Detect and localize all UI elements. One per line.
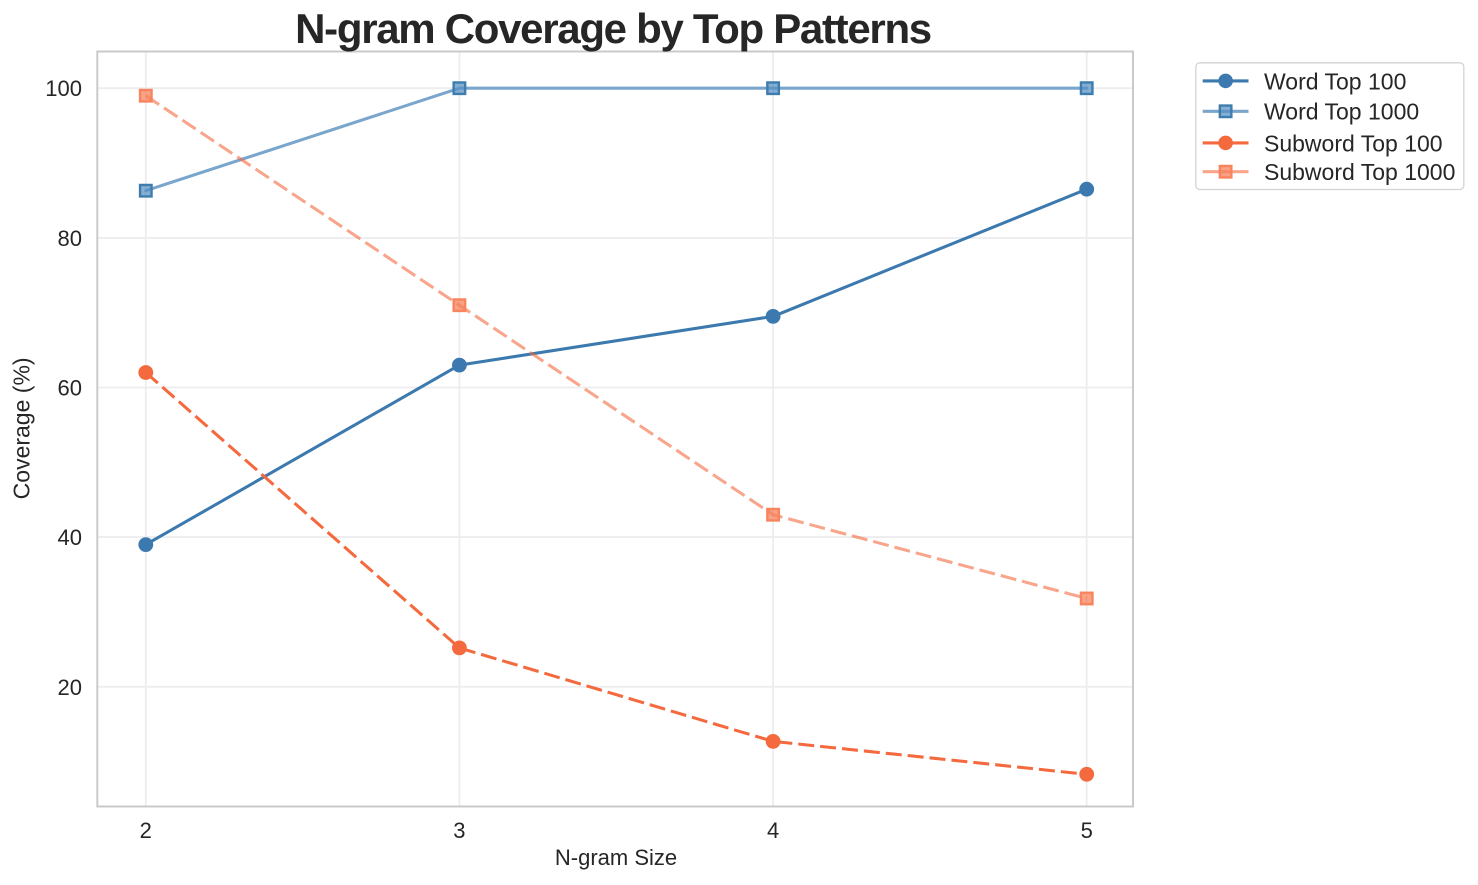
- svg-text:4: 4: [767, 818, 779, 843]
- svg-text:100: 100: [45, 76, 82, 101]
- svg-text:Subword Top 100: Subword Top 100: [1264, 130, 1443, 156]
- svg-text:20: 20: [58, 675, 82, 700]
- svg-text:80: 80: [58, 226, 82, 251]
- svg-text:3: 3: [453, 818, 465, 843]
- svg-text:40: 40: [58, 525, 82, 550]
- svg-text:Word Top 100: Word Top 100: [1264, 68, 1406, 94]
- svg-text:Word Top 1000: Word Top 1000: [1264, 99, 1419, 125]
- svg-text:2: 2: [140, 818, 152, 843]
- svg-text:5: 5: [1081, 818, 1093, 843]
- svg-text:60: 60: [58, 376, 82, 401]
- svg-text:Subword Top 1000: Subword Top 1000: [1264, 159, 1455, 185]
- svg-text:Coverage (%): Coverage (%): [9, 357, 35, 499]
- svg-text:N-gram Coverage by Top Pattern: N-gram Coverage by Top Patterns: [295, 5, 931, 52]
- svg-text:N-gram Size: N-gram Size: [555, 845, 677, 870]
